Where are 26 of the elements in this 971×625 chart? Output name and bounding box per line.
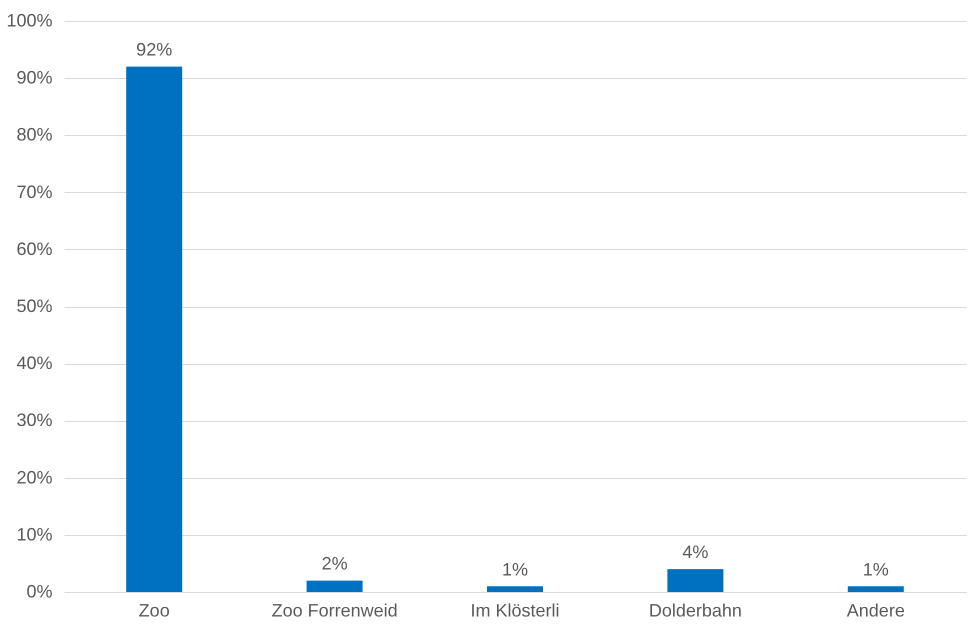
x-tick-label: Zoo [138,600,170,620]
y-tick-label: 20% [16,467,52,488]
x-tick-label: Dolderbahn [648,600,742,620]
bar [126,66,182,592]
bar [487,586,543,592]
data-label: 2% [322,554,348,574]
bar [848,586,904,592]
bar [306,580,363,592]
data-label: 1% [502,559,528,580]
bar [667,569,724,592]
y-tick-label: 40% [16,353,52,374]
y-tick-label: 100% [6,10,52,30]
y-tick-label: 0% [26,582,52,602]
x-tick-label: Im Klösterli [470,600,560,620]
y-tick-label: 70% [16,182,52,202]
x-tick-label: Zoo Forrenweid [272,600,398,620]
y-tick-label: 30% [16,410,52,430]
y-tick-label: 60% [16,238,52,259]
data-label: 4% [682,542,708,562]
data-label: 92% [136,40,172,60]
y-tick-label: 90% [16,68,52,88]
data-label: 1% [862,559,889,580]
x-tick-label: Andere [846,600,905,620]
y-tick-label: 80% [16,124,52,145]
y-tick-label: 50% [16,296,52,316]
y-tick-label: 10% [16,524,52,544]
